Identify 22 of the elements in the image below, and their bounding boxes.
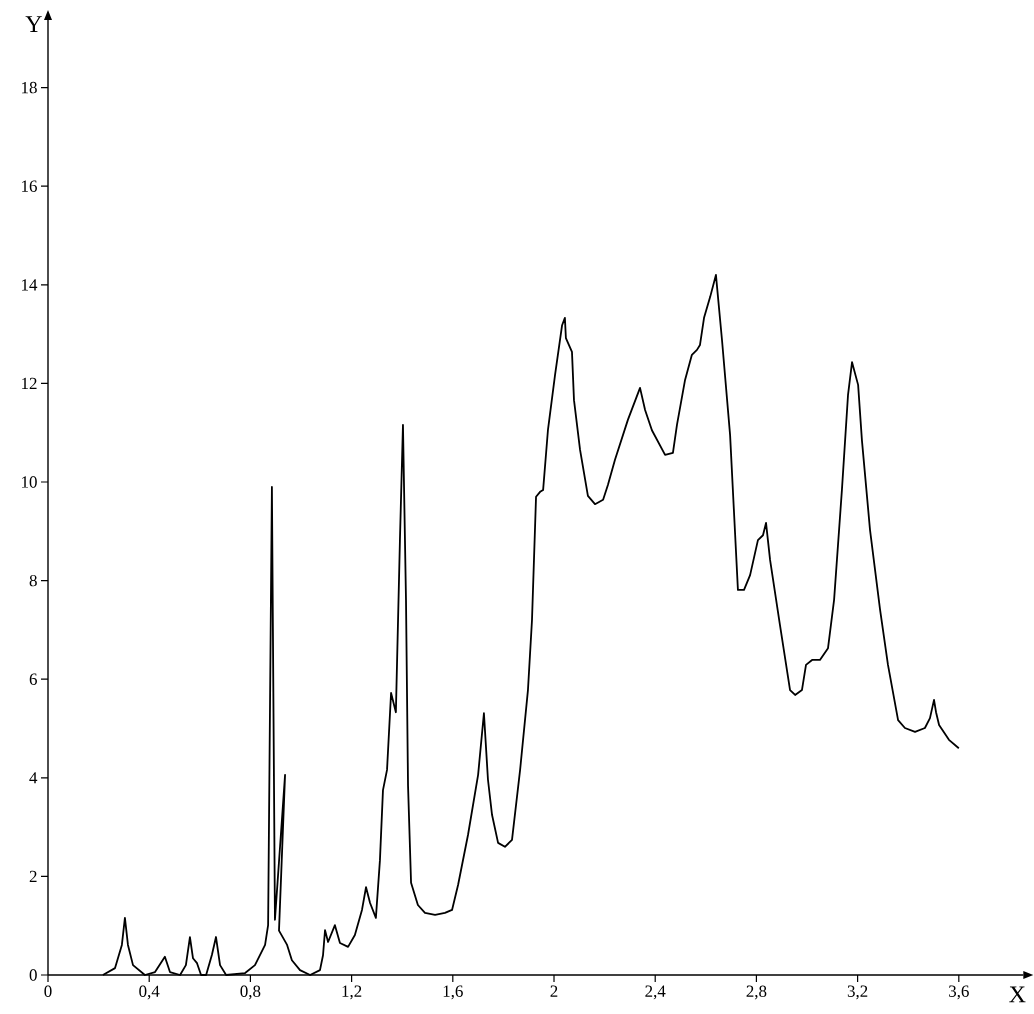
- y-tick-label: 2: [29, 870, 37, 883]
- x-tick-label: 2: [550, 985, 558, 997]
- y-tick-label: 14: [22, 279, 38, 291]
- x-tick-label: 3,6: [949, 985, 969, 1000]
- x-tick-label: 3,2: [847, 985, 868, 1000]
- y-tick-label: 16: [22, 180, 37, 192]
- y-axis-title: Y: [25, 16, 42, 32]
- x-tick-label: 0: [44, 985, 52, 997]
- y-tick-label: 12: [22, 377, 37, 389]
- y-tick-label: 4: [29, 772, 38, 784]
- x-tick-label: 2,4: [645, 985, 666, 1000]
- y-tick-label: 18: [22, 81, 37, 94]
- x-tick-label: 1,6: [443, 985, 463, 1000]
- x-axis-title: X: [1009, 986, 1026, 1003]
- x-tick-label: 0,4: [139, 985, 160, 1000]
- x-tick-label: 1,2: [342, 985, 362, 1000]
- y-tick-label: 6: [29, 673, 37, 685]
- y-tick-label: 8: [29, 574, 37, 587]
- x-tick-label: 0,8: [240, 985, 261, 1000]
- y-tick-label: 0: [29, 969, 37, 981]
- x-tick-label: 2,8: [746, 985, 767, 1000]
- y-tick-label: 10: [22, 476, 37, 488]
